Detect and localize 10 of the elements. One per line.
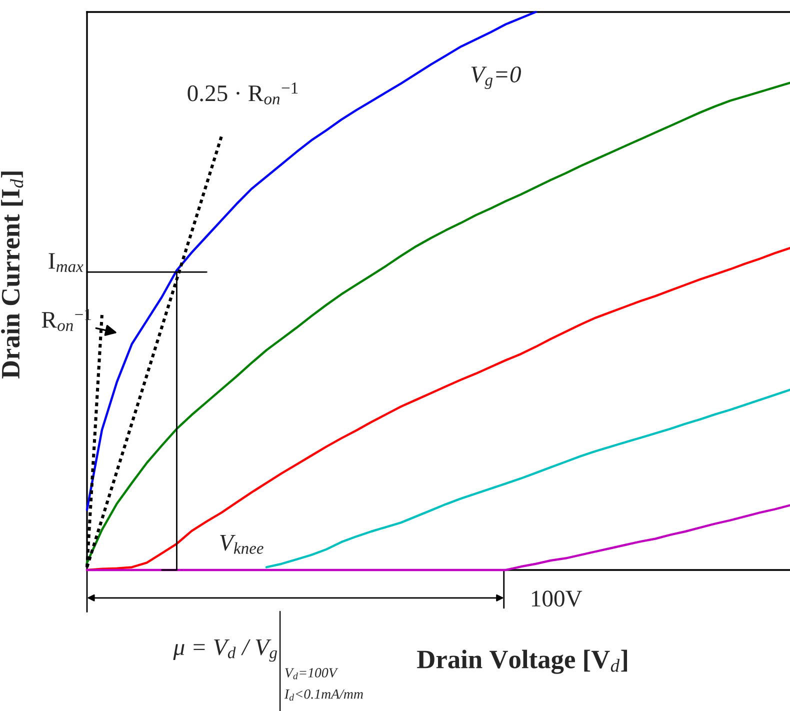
y-axis-title: Drain Current [I$_{d}$] [1,172,24,379]
annotation: V$_{g}$=0 [471,66,521,89]
text: μ = V$_{d}$ / V$_{g}$ [173,639,278,662]
x-axis-title: Drain Voltage [V$_{d}$] [417,650,628,674]
text: I$_{d}$<0.1mA/mm [284,689,363,701]
annotation: 0.25 · R$_{on}$$^{−1}$ [188,82,298,104]
annotation: V$_{knee}$ [220,534,264,554]
text: I$_{max}$ [48,253,84,272]
text: 100V [532,590,582,607]
text: V$_{d}$=100V [285,668,338,680]
